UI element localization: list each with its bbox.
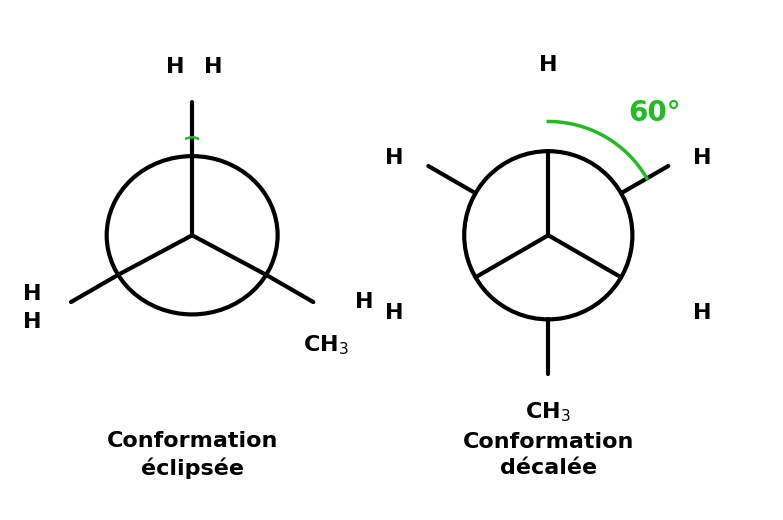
Text: H: H — [204, 57, 222, 77]
Text: H: H — [166, 57, 184, 77]
Text: Conformation
décalée: Conformation décalée — [463, 432, 634, 478]
Text: H: H — [693, 148, 711, 167]
Text: H: H — [539, 55, 557, 75]
Text: H: H — [385, 148, 404, 167]
Text: 60°: 60° — [629, 99, 681, 127]
Text: Conformation
éclipsée: Conformation éclipsée — [106, 431, 278, 479]
Text: H: H — [23, 312, 42, 332]
Text: CH$_3$: CH$_3$ — [525, 400, 571, 424]
Text: H: H — [355, 292, 373, 312]
Text: H: H — [693, 303, 711, 323]
Text: H: H — [23, 284, 42, 304]
Text: H: H — [385, 303, 404, 323]
Text: CH$_3$: CH$_3$ — [303, 334, 348, 357]
